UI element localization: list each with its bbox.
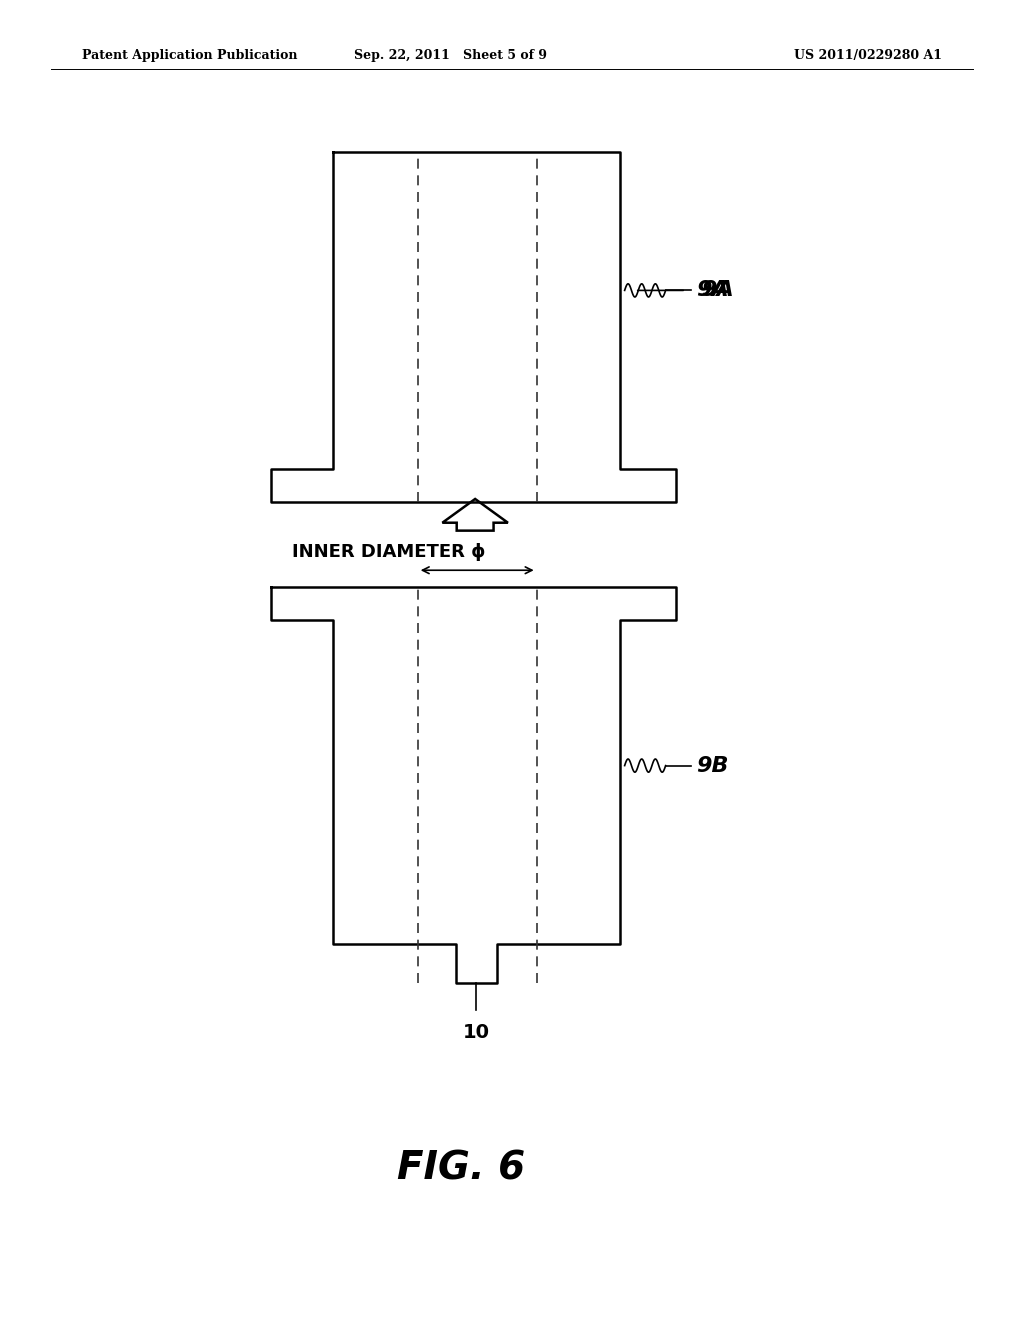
Text: FIG. 6: FIG. 6 [396,1150,525,1187]
Text: 10: 10 [463,1023,489,1041]
Text: 9B: 9B [696,755,729,776]
Text: Patent Application Publication: Patent Application Publication [82,49,297,62]
Text: 9A: 9A [701,280,734,301]
Text: US 2011/0229280 A1: US 2011/0229280 A1 [794,49,942,62]
Text: INNER DIAMETER ϕ: INNER DIAMETER ϕ [292,543,485,561]
Text: Sep. 22, 2011   Sheet 5 of 9: Sep. 22, 2011 Sheet 5 of 9 [354,49,547,62]
Text: 9A: 9A [696,280,729,301]
